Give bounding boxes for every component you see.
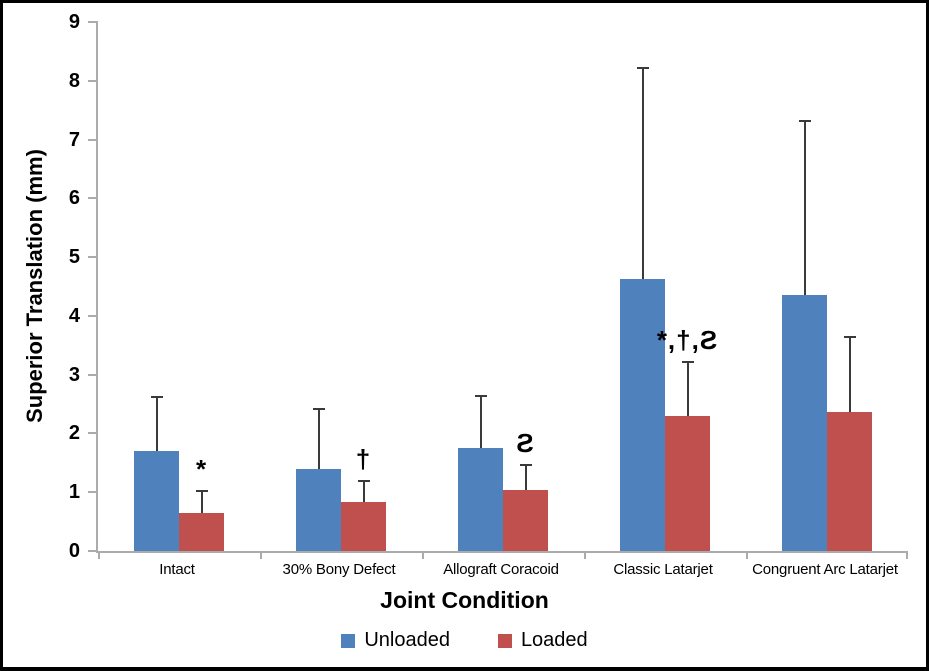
error-bar-line xyxy=(200,492,203,513)
error-bar-line xyxy=(803,121,806,296)
y-axis-tick xyxy=(88,491,98,494)
y-tick-label: 0 xyxy=(68,540,80,562)
y-axis-tick xyxy=(88,550,98,552)
y-axis-tick xyxy=(88,138,98,141)
x-category-labels: Intact 30% Bony Defect Allograft Coracoid C… xyxy=(96,561,906,583)
bar-unloaded-5 xyxy=(782,295,827,551)
error-bar-line xyxy=(362,482,365,503)
x-category-label-5: Congruent Arc Latarjet xyxy=(752,561,898,578)
x-category-label-1: Intact xyxy=(159,561,195,578)
bar-loaded-2 xyxy=(341,502,386,551)
bar-unloaded-4 xyxy=(620,279,665,551)
legend-item-loaded: Loaded xyxy=(497,629,588,652)
legend-swatch-unloaded xyxy=(341,633,356,648)
bar-unloaded-1 xyxy=(134,451,179,551)
bar-loaded-4 xyxy=(665,415,710,551)
legend-swatch-loaded xyxy=(497,633,512,648)
x-axis-tick xyxy=(746,553,748,559)
y-tick-label: 8 xyxy=(68,69,80,92)
x-axis-tick xyxy=(260,553,262,559)
error-bar-cap xyxy=(195,490,208,493)
y-axis-tick xyxy=(88,432,98,435)
error-bar-line xyxy=(641,69,644,280)
error-bar-cap xyxy=(312,407,325,410)
y-axis-tick xyxy=(88,314,98,317)
y-tick-label: 2 xyxy=(68,422,80,445)
x-axis-title: Joint Condition xyxy=(380,587,549,613)
y-axis-tick xyxy=(88,79,98,82)
plot-area: 0 1 2 3 4 5 6 7 8 9 * † Ƨ *,†,Ƨ xyxy=(69,11,908,562)
y-tick-label: 5 xyxy=(68,246,80,269)
x-axis-tick xyxy=(98,553,100,559)
error-bar-cap xyxy=(636,67,649,70)
error-bar-cap xyxy=(357,480,370,483)
error-bar-cap xyxy=(474,395,487,397)
legend-label-loaded: Loaded xyxy=(520,629,588,651)
error-bar-line xyxy=(524,465,527,491)
bar-loaded-3 xyxy=(503,490,548,551)
x-category-label-4: Classic Latarjet xyxy=(613,561,713,578)
y-tick-label: 3 xyxy=(68,363,80,386)
bar-loaded-5 xyxy=(827,412,872,551)
error-bar-cap xyxy=(681,360,694,363)
bar-loaded-1 xyxy=(179,512,224,551)
error-bar-line xyxy=(317,409,320,469)
significance-annotation: *,†,Ƨ xyxy=(656,324,719,355)
error-bar-line xyxy=(155,398,158,452)
y-axis-tick xyxy=(88,256,98,259)
legend-item-unloaded: Unloaded xyxy=(341,629,450,652)
y-axis-tick xyxy=(88,21,98,23)
y-tick-label: 9 xyxy=(68,11,80,33)
significance-annotation: * xyxy=(195,454,208,485)
significance-annotation: † xyxy=(355,444,372,475)
y-axis-tick xyxy=(88,197,98,200)
x-axis-tick xyxy=(584,553,586,559)
y-tick-label: 6 xyxy=(68,187,80,210)
error-bar-line xyxy=(686,362,689,416)
x-category-label-3: Allograft Coracoid xyxy=(443,561,559,578)
bar-unloaded-3 xyxy=(458,448,503,551)
error-bar-cap xyxy=(519,463,532,466)
y-tick-label: 4 xyxy=(68,304,80,327)
significance-annotation: Ƨ xyxy=(516,427,535,458)
bar-unloaded-2 xyxy=(296,468,341,551)
error-bar-cap xyxy=(150,396,163,399)
y-tick-label: 1 xyxy=(68,481,80,504)
y-axis-tick xyxy=(88,373,98,376)
x-category-label-2: 30% Bony Defect xyxy=(282,561,396,578)
error-bar-line xyxy=(479,397,482,449)
legend-label-unloaded: Unloaded xyxy=(364,629,450,651)
error-bar-line xyxy=(848,337,851,413)
error-bar-cap xyxy=(843,335,856,338)
y-tick-label: 7 xyxy=(68,128,80,151)
x-axis-tick xyxy=(422,553,424,559)
chart-legend: Unloaded Loaded xyxy=(3,629,926,652)
error-bar-cap xyxy=(798,119,811,122)
x-axis-tick xyxy=(906,553,908,559)
